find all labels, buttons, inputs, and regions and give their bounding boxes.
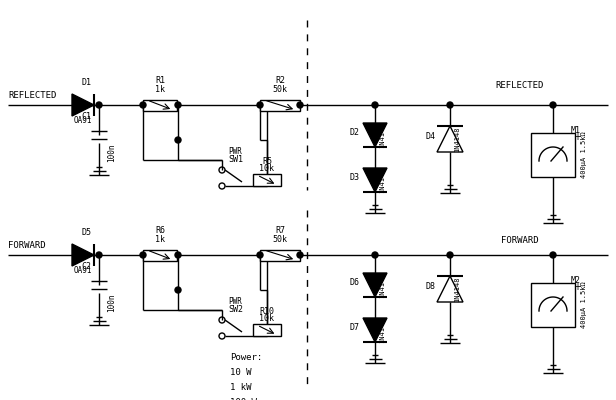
Text: M2: M2 — [571, 276, 581, 285]
Text: 1N4148: 1N4148 — [454, 276, 460, 302]
Text: Power:: Power: — [230, 353, 262, 362]
Circle shape — [96, 102, 102, 108]
Text: D2: D2 — [350, 128, 360, 137]
Circle shape — [175, 102, 181, 108]
Text: REFLECTED: REFLECTED — [8, 90, 57, 100]
Text: 50k: 50k — [272, 85, 288, 94]
Bar — [531, 283, 575, 327]
Text: 1N4148: 1N4148 — [379, 317, 385, 343]
Text: +: + — [573, 282, 581, 292]
Circle shape — [550, 102, 556, 108]
Circle shape — [175, 252, 181, 258]
Circle shape — [297, 252, 303, 258]
Text: PWR: PWR — [228, 147, 242, 156]
Text: R1: R1 — [155, 76, 165, 85]
Text: 1N4148: 1N4148 — [379, 167, 385, 193]
Circle shape — [447, 102, 453, 108]
Circle shape — [372, 252, 378, 258]
Circle shape — [257, 102, 263, 108]
Text: 100n: 100n — [107, 144, 116, 162]
Text: C2: C2 — [81, 262, 91, 271]
Circle shape — [372, 102, 378, 108]
Text: 1k: 1k — [155, 85, 165, 94]
Text: 1k: 1k — [155, 235, 165, 244]
Text: 10k: 10k — [259, 314, 275, 323]
Text: 100 W: 100 W — [230, 398, 257, 400]
Text: D6: D6 — [350, 278, 360, 287]
Polygon shape — [437, 126, 463, 152]
Bar — [253, 324, 281, 336]
Circle shape — [175, 287, 181, 293]
Text: D1: D1 — [82, 78, 92, 87]
Text: 100n: 100n — [107, 294, 116, 312]
Text: REFLECTED: REFLECTED — [496, 81, 544, 90]
Text: +: + — [573, 132, 581, 142]
Text: FORWARD: FORWARD — [8, 240, 46, 250]
Text: 1N4148: 1N4148 — [379, 122, 385, 148]
Text: 400μA 1.5kΩ: 400μA 1.5kΩ — [581, 282, 587, 328]
Bar — [253, 174, 281, 186]
Text: C1: C1 — [81, 112, 91, 121]
Circle shape — [550, 252, 556, 258]
Polygon shape — [437, 276, 463, 302]
Polygon shape — [363, 168, 387, 192]
Polygon shape — [363, 273, 387, 297]
Text: SW2: SW2 — [228, 305, 243, 314]
Bar — [260, 250, 300, 260]
Circle shape — [257, 252, 263, 258]
Text: SW1: SW1 — [228, 155, 243, 164]
Text: FORWARD: FORWARD — [501, 236, 539, 245]
Polygon shape — [363, 318, 387, 342]
Bar — [143, 250, 177, 260]
Text: R10: R10 — [259, 307, 275, 316]
Polygon shape — [72, 94, 94, 116]
Text: 10k: 10k — [259, 164, 275, 173]
Text: 1 kW: 1 kW — [230, 383, 251, 392]
Bar — [143, 100, 177, 110]
Circle shape — [447, 252, 453, 258]
Text: D7: D7 — [350, 323, 360, 332]
Polygon shape — [363, 123, 387, 147]
Text: OA91: OA91 — [74, 116, 92, 125]
Text: 1N4148: 1N4148 — [379, 272, 385, 298]
Text: PWR: PWR — [228, 297, 242, 306]
Text: D8: D8 — [425, 282, 435, 291]
Text: OA91: OA91 — [74, 266, 92, 275]
Text: 1N4148: 1N4148 — [454, 126, 460, 152]
Circle shape — [297, 102, 303, 108]
Bar — [260, 100, 300, 110]
Text: R6: R6 — [155, 226, 165, 235]
Circle shape — [175, 137, 181, 143]
Bar — [531, 133, 575, 177]
Polygon shape — [72, 244, 94, 266]
Circle shape — [96, 252, 102, 258]
Text: D3: D3 — [350, 173, 360, 182]
Text: D4: D4 — [425, 132, 435, 141]
Text: R7: R7 — [275, 226, 285, 235]
Text: R2: R2 — [275, 76, 285, 85]
Text: D5: D5 — [82, 228, 92, 237]
Circle shape — [140, 102, 146, 108]
Text: M1: M1 — [571, 126, 581, 135]
Circle shape — [140, 252, 146, 258]
Text: 400μA 1.5kΩ: 400μA 1.5kΩ — [581, 132, 587, 178]
Text: 50k: 50k — [272, 235, 288, 244]
Text: 10 W: 10 W — [230, 368, 251, 377]
Text: R5: R5 — [262, 157, 272, 166]
